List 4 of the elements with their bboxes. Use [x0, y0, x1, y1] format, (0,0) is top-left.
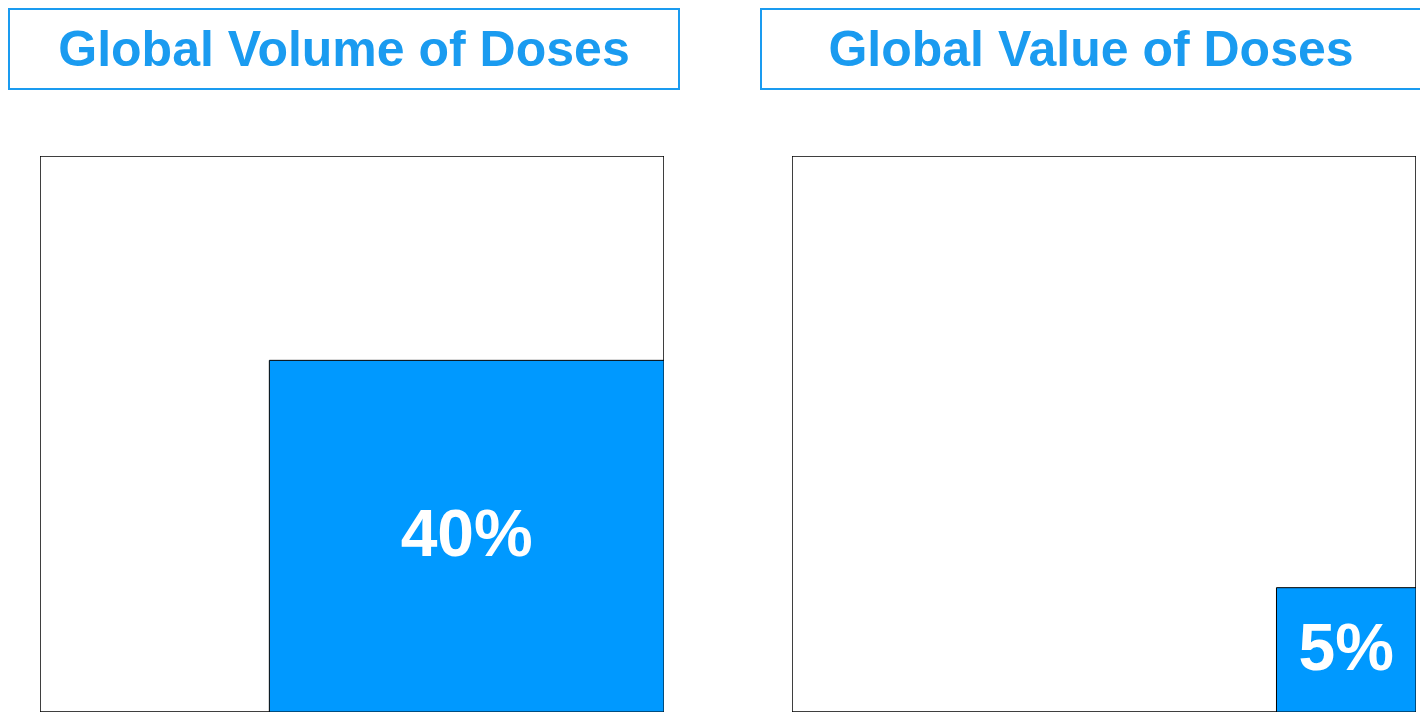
data-label: 40%: [400, 496, 533, 571]
data-label: 5%: [1298, 609, 1394, 684]
text: Global Volume of Doses: [8, 8, 680, 90]
text: Global Value of Doses: [760, 8, 1420, 90]
